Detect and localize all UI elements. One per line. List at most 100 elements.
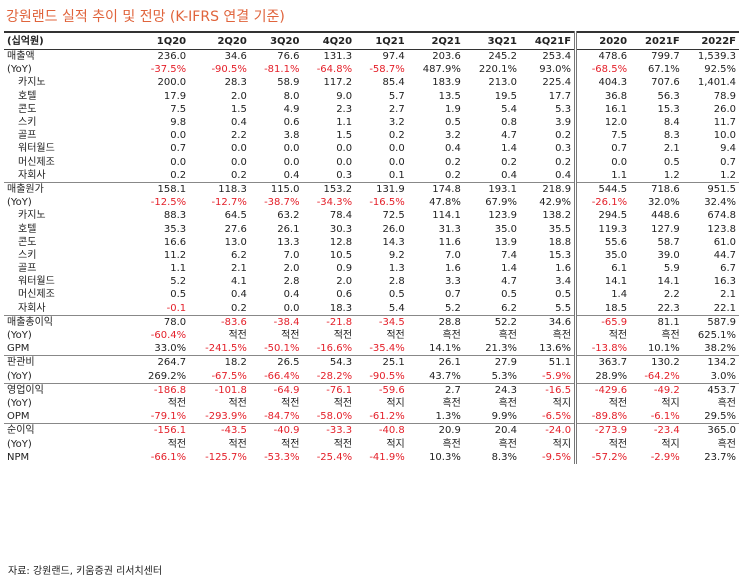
cell: 587.9 <box>682 314 739 329</box>
cell: 34.6 <box>519 314 576 329</box>
cell: 13.5 <box>438 90 461 102</box>
cell: 39.0 <box>657 249 680 261</box>
cell: 42.9% <box>539 197 572 209</box>
cell: 0.2 <box>230 169 247 181</box>
cell: 134.2 <box>682 355 739 370</box>
row-label: GPM <box>7 343 30 355</box>
cell: 625.1% <box>697 330 736 342</box>
cell: -83.6 <box>189 314 250 329</box>
table-row: 자회사 -0.1 0.2 0.0 18.3 5.4 5.2 6.2 5.5 18.5 22.3 22.… <box>4 301 739 316</box>
cell: 26.0 <box>382 223 405 235</box>
cell: -26.1% <box>574 196 631 210</box>
cell: 72.5 <box>382 210 405 222</box>
cell: 158.1 <box>133 181 190 197</box>
cell: 0.5 <box>444 117 461 129</box>
cell: 9.2 <box>388 249 405 261</box>
cell: 35.3 <box>163 223 187 235</box>
cell: 365.0 <box>682 423 739 438</box>
cell: 52.2 <box>463 314 520 329</box>
cell: -49.2 <box>630 382 683 397</box>
cell: -81.1% <box>264 64 300 76</box>
cell: 10.3% <box>429 451 461 463</box>
cell: 0.8 <box>501 117 517 129</box>
cell: 0.4 <box>501 169 517 181</box>
cell: 1.2 <box>663 169 680 181</box>
table-row: 콘도 7.5 1.5 4.9 2.3 2.7 1.9 5.4 5.3 16.1 15.3 26.0 <box>4 102 739 116</box>
row-label: (YoY) <box>7 330 32 342</box>
cell: 14.1 <box>657 276 680 288</box>
cell: 0.0 <box>230 156 247 168</box>
cell: -9.5% <box>542 451 572 463</box>
cell: 264.7 <box>133 355 190 370</box>
cell: 24.3 <box>463 382 520 397</box>
cell: -84.7% <box>264 411 300 423</box>
cell: 0.0 <box>336 143 353 155</box>
table-row: (YoY) 적전 적전 적전 적전 적지 흑전 흑전 적지 적전 적지 흑전 <box>4 437 739 451</box>
cell: 123.9 <box>488 210 517 222</box>
cell: 76.6 <box>277 51 300 63</box>
cell: -21.8 <box>302 314 356 329</box>
cell: 0.5 <box>501 289 517 301</box>
cell: 44.7 <box>713 249 736 261</box>
cell: 0.4 <box>230 117 247 129</box>
cell: 9.4 <box>720 143 736 155</box>
cell: -156.1 <box>133 423 190 438</box>
cell: 448.6 <box>651 210 680 222</box>
table-row: 순이익 -156.1 -43.5 -40.9 -33.3 -40.8 20.9 20.4 -24… <box>4 423 739 438</box>
cell: 2.0 <box>230 90 247 102</box>
cell: 4.1 <box>230 276 247 288</box>
cell: 0.6 <box>283 117 300 129</box>
table-row: (YoY) 적전 적전 적전 적전 적지 흑전 흑전 적지 적전 적지 흑전 <box>4 396 739 411</box>
cell: -90.5% <box>369 370 405 382</box>
cell: 2.8 <box>283 276 300 288</box>
row-label: (YoY) <box>7 438 32 450</box>
cell: 적전 <box>228 397 247 409</box>
cell: -5.9% <box>542 370 572 382</box>
cell: 0.9 <box>336 263 353 275</box>
cell: 적지 <box>552 397 572 409</box>
cell: -67.5% <box>211 370 247 382</box>
cell: 1.2 <box>720 169 736 181</box>
cell: 2.2 <box>663 289 680 301</box>
row-label: 호텔 <box>18 90 37 102</box>
cell: 1.1 <box>170 263 187 275</box>
table-row: 호텔 17.9 2.0 8.0 9.0 5.7 13.5 19.5 17.7 36.8 56.3 78… <box>4 89 739 103</box>
cell: -24.0 <box>519 423 576 438</box>
cell: 5.7 <box>388 90 405 102</box>
cell: 9.8 <box>170 117 187 129</box>
cell: -59.6 <box>355 382 408 397</box>
cell: 적전 <box>228 438 247 450</box>
cell: 1.4 <box>501 263 517 275</box>
cell: 3.3 <box>444 276 461 288</box>
column-header: (십억원) <box>4 31 133 50</box>
cell: 11.2 <box>163 249 187 261</box>
cell: -43.5 <box>189 423 250 438</box>
cell: 0.0 <box>230 143 247 155</box>
financial-table: (십억원) 1Q20 2Q20 3Q20 4Q20 1Q21 2Q21 3Q21 4Q21F 20… <box>4 31 739 464</box>
cell: 119.3 <box>574 222 631 236</box>
cell: 흑전 <box>498 438 517 450</box>
table-row: 카지노 88.3 64.5 63.2 78.4 72.5 114.1 123.9 138.2 29… <box>4 209 739 223</box>
cell: -16.6% <box>316 343 353 355</box>
table-row: 골프 1.1 2.1 2.0 0.9 1.3 1.6 1.4 1.6 6.1 5.9 6.7 <box>4 262 739 276</box>
cell: -34.5 <box>355 314 408 329</box>
cell: 951.5 <box>682 181 739 197</box>
cell: -23.4 <box>630 423 683 438</box>
cell: 적지 <box>386 438 405 450</box>
cell: 2.1 <box>230 263 247 275</box>
cell: 30.3 <box>329 223 353 235</box>
column-header: 2Q21 <box>407 31 464 50</box>
table-row: 자회사 0.2 0.2 0.4 0.3 0.1 0.2 0.4 0.4 1.1 1.2 1.2 <box>4 168 739 183</box>
row-label: 순이익 <box>4 423 133 438</box>
cell: 4.7 <box>501 276 517 288</box>
column-header: 2021F <box>630 31 683 50</box>
cell: 5.5 <box>555 302 572 314</box>
cell: 적지 <box>386 397 405 409</box>
cell: 0.4 <box>283 169 300 181</box>
cell: 15.3 <box>657 103 680 115</box>
row-label: (YoY) <box>7 64 32 76</box>
cell: 92.5% <box>704 64 736 76</box>
cell: 3.2 <box>388 117 405 129</box>
cell: 적지 <box>661 438 680 450</box>
